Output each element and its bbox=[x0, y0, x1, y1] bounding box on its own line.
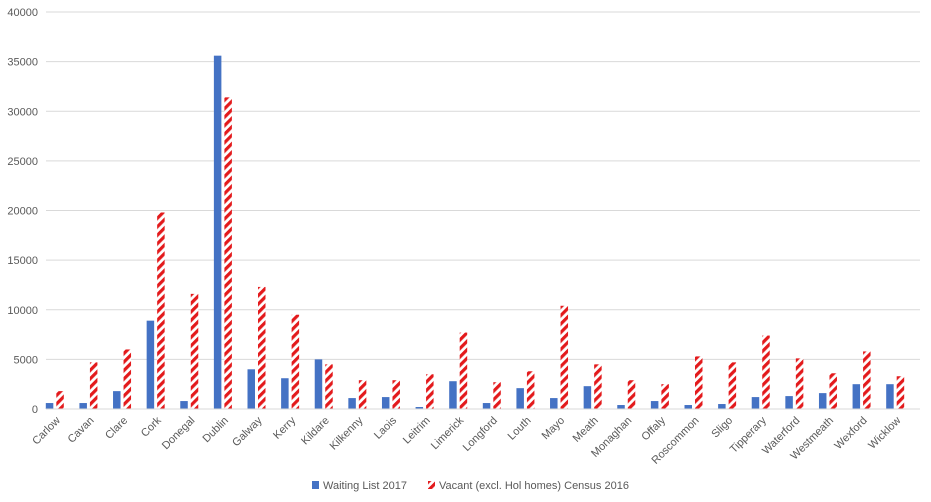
legend-swatch-waiting-list bbox=[312, 481, 319, 489]
y-tick-label: 30000 bbox=[7, 106, 38, 118]
y-tick-label: 20000 bbox=[7, 206, 38, 218]
bar-waiting-list bbox=[718, 404, 726, 409]
bar-vacant bbox=[829, 373, 837, 409]
x-tick-label: Dublin bbox=[200, 415, 231, 446]
bar-vacant bbox=[56, 391, 64, 409]
bar-vacant bbox=[258, 286, 266, 409]
bar-waiting-list bbox=[281, 378, 289, 409]
x-tick-label: Offaly bbox=[639, 414, 668, 443]
x-tick-label: Carlow bbox=[30, 415, 63, 448]
bar-waiting-list bbox=[818, 393, 827, 409]
y-tick-label: 15000 bbox=[7, 255, 38, 267]
bar-vacant bbox=[426, 374, 434, 409]
bar-vacant bbox=[493, 382, 501, 409]
bar-vacant bbox=[123, 349, 132, 409]
bar-waiting-list bbox=[415, 407, 424, 409]
y-tick-label: 40000 bbox=[7, 7, 38, 19]
bar-waiting-list bbox=[886, 384, 894, 409]
x-tick-label: Meath bbox=[571, 415, 601, 445]
bar-waiting-list bbox=[583, 386, 592, 409]
bar-vacant bbox=[661, 384, 669, 409]
bar-waiting-list bbox=[449, 381, 457, 409]
x-tick-label: Cork bbox=[139, 414, 164, 439]
bar-waiting-list bbox=[684, 405, 692, 409]
legend-label-waiting-list: Waiting List 2017 bbox=[323, 480, 407, 492]
bar-vacant bbox=[224, 97, 232, 409]
legend-label-vacant: Vacant (excl. Hol homes) Census 2016 bbox=[439, 480, 629, 492]
bar-vacant bbox=[392, 380, 400, 409]
bar-waiting-list bbox=[79, 403, 87, 409]
bar-waiting-list bbox=[785, 396, 793, 409]
bars bbox=[45, 55, 905, 410]
x-tick-label: Laois bbox=[372, 414, 399, 441]
bar-waiting-list bbox=[650, 401, 659, 409]
legend: Waiting List 2017 Vacant (excl. Hol homes… bbox=[312, 480, 629, 492]
bar-vacant bbox=[291, 314, 300, 409]
y-tick-label: 0 bbox=[32, 404, 38, 416]
x-tick-label: Leitrim bbox=[401, 415, 433, 447]
bar-vacant bbox=[89, 362, 98, 409]
x-tick-label: Mayo bbox=[540, 415, 568, 443]
bar-vacant bbox=[594, 364, 602, 409]
bar-vacant bbox=[695, 356, 703, 409]
gridlines bbox=[46, 11, 920, 360]
y-tick-label: 10000 bbox=[7, 305, 38, 317]
x-tick-label: Clare bbox=[103, 415, 130, 442]
bar-vacant bbox=[728, 362, 737, 409]
bar-vacant bbox=[560, 305, 569, 409]
bar-waiting-list bbox=[516, 388, 524, 409]
x-tick-label: Donegal bbox=[160, 415, 197, 452]
bar-waiting-list bbox=[213, 55, 222, 410]
bar-vacant bbox=[762, 335, 770, 409]
bar-vacant bbox=[358, 380, 367, 409]
x-tick-label: Galway bbox=[230, 414, 265, 449]
bar-waiting-list bbox=[113, 391, 121, 409]
bar-vacant bbox=[795, 358, 804, 409]
bar-waiting-list bbox=[617, 405, 625, 409]
x-tick-label: Kildare bbox=[299, 415, 332, 448]
x-tick-label: Kilkenny bbox=[328, 414, 366, 452]
bar-waiting-list bbox=[247, 369, 255, 409]
bar-waiting-list bbox=[550, 398, 558, 409]
y-tick-label: 25000 bbox=[7, 156, 38, 168]
bar-waiting-list bbox=[751, 397, 760, 409]
y-tick-label: 35000 bbox=[7, 57, 38, 69]
y-axis: 0 5000 10000 15000 20000 25000 30000 35000 40000 bbox=[7, 7, 38, 416]
bar-vacant bbox=[863, 351, 871, 409]
bar-waiting-list bbox=[45, 403, 54, 409]
bar-waiting-list bbox=[348, 398, 356, 409]
x-tick-label: Longford bbox=[461, 415, 500, 454]
x-tick-label: Wexford bbox=[832, 415, 869, 452]
bar-vacant bbox=[526, 371, 535, 409]
x-tick-label: Louth bbox=[506, 415, 534, 443]
bar-waiting-list bbox=[852, 384, 861, 409]
bar-waiting-list bbox=[146, 320, 155, 409]
x-tick-label: Cavan bbox=[66, 415, 97, 446]
bar-vacant bbox=[627, 380, 636, 409]
x-tick-label: Sligo bbox=[709, 415, 735, 441]
bar-vacant bbox=[325, 364, 333, 409]
bar-waiting-list bbox=[482, 403, 491, 409]
x-tick-label: Wicklow bbox=[866, 415, 903, 452]
bar-vacant bbox=[459, 332, 468, 409]
bar-vacant bbox=[896, 376, 905, 409]
bar-waiting-list bbox=[180, 401, 188, 409]
y-tick-label: 5000 bbox=[14, 354, 38, 366]
x-tick-label: Kerry bbox=[271, 414, 298, 441]
bar-waiting-list bbox=[381, 397, 390, 409]
bar-vacant bbox=[190, 293, 199, 409]
bar-waiting-list bbox=[314, 359, 323, 409]
bar-vacant bbox=[157, 212, 165, 409]
legend-swatch-vacant bbox=[428, 481, 435, 489]
